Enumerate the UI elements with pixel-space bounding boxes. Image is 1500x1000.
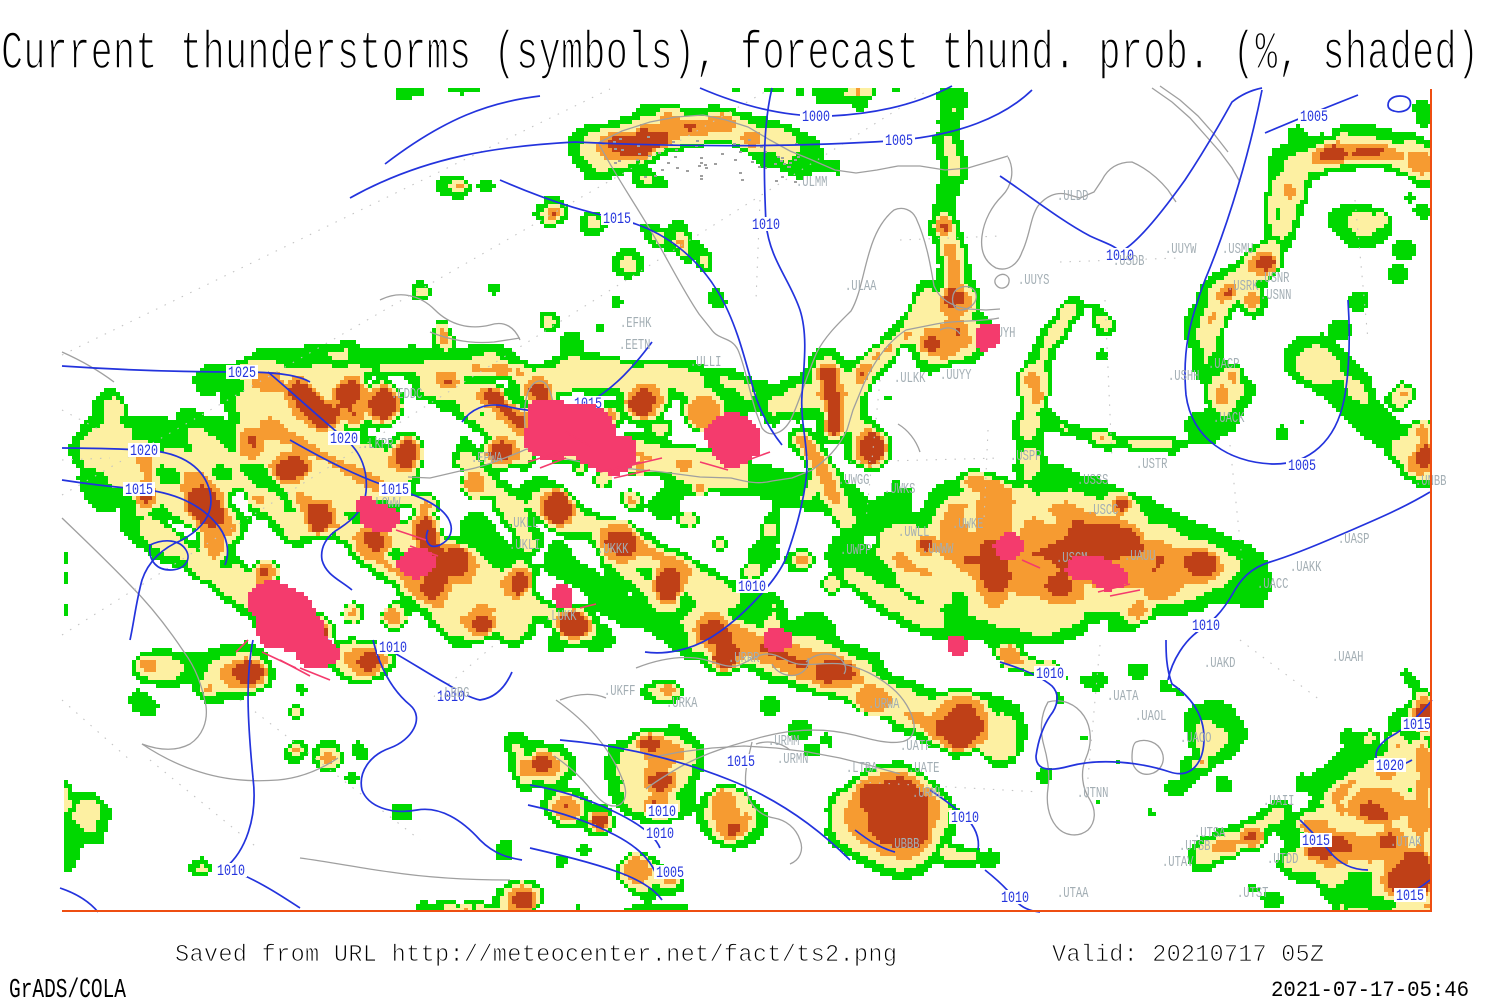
svg-text:1005: 1005 [885,132,913,150]
svg-text:.UATA: .UATA [1107,687,1139,704]
svg-text:1005: 1005 [1300,108,1328,126]
svg-text:.UWLL: .UWLL [898,523,929,540]
svg-text:.UTAK: .UTAK [1390,833,1422,850]
svg-text:.LUKK: .LUKK [545,607,577,624]
svg-text:.URMM: .URMM [768,732,799,749]
svg-text:.ULKK: .ULKK [894,369,926,386]
svg-text:.UTAA: .UTAA [1057,884,1089,901]
svg-text:1020: 1020 [130,442,158,460]
svg-text:.UUYY: .UUYY [940,366,972,383]
svg-text:.UAII: .UAII [1263,792,1294,809]
svg-text:.UAKD: .UAKD [1204,654,1236,671]
svg-text:1015: 1015 [1396,887,1424,905]
svg-text:.USSS: .USSS [1077,471,1109,488]
svg-text:.UASP: .UASP [1338,530,1370,547]
svg-text:.UACK: .UACK [1213,409,1245,426]
svg-text:.UTDD: .UTDD [1267,850,1299,867]
svg-text:1010: 1010 [1106,247,1134,265]
svg-text:.EPWA: .EPWA [471,449,503,466]
svg-text:1010: 1010 [1001,889,1029,907]
svg-text:.ULDD: .ULDD [1057,187,1089,204]
svg-text:.ULLI: .ULLI [690,353,721,370]
svg-text:.UUYW: .UUYW [1165,240,1197,257]
svg-text:1005: 1005 [656,864,684,882]
svg-text:.UAKK: .UAKK [1290,558,1322,575]
svg-text:.LTBA: .LTBA [846,759,878,776]
svg-text:.UWGG: .UWGG [838,471,869,488]
svg-text:1020: 1020 [1376,757,1404,775]
svg-text:.LKPR: .LKPR [362,435,394,452]
svg-text:.UAOO: .UAOO [1180,729,1212,746]
svg-text:1005: 1005 [1288,457,1316,475]
svg-text:1000: 1000 [802,108,830,126]
svg-text:.UAAH: .UAAH [1332,648,1363,665]
svg-text:1015: 1015 [125,481,153,499]
svg-text:.USNN: .USNN [1260,286,1291,303]
svg-text:1010: 1010 [951,809,979,827]
svg-text:.UBBB: .UBBB [888,835,920,852]
svg-text:1015: 1015 [381,481,409,499]
svg-text:1010: 1010 [648,803,676,821]
svg-text:GrADS/COLA: GrADS/COLA [9,976,127,1000]
svg-text:.UUYS: .UUYS [1018,271,1050,288]
svg-text:.UKFF: .UKFF [604,682,635,699]
svg-text:.UKLL: .UKLL [507,514,538,531]
svg-text:.UTSA: .UTSA [1194,824,1226,841]
svg-text:1010: 1010 [437,688,465,706]
svg-text:.UATE: .UATE [908,759,940,776]
svg-text:1010: 1010 [217,862,245,880]
svg-text:.USMU: .USMU [1222,240,1253,257]
svg-text:1015: 1015 [603,210,631,228]
svg-text:1010: 1010 [1192,617,1220,635]
svg-text:.UKKK: .UKKK [597,540,629,557]
svg-text:.UWPP: .UWPP [840,541,872,558]
svg-text:.UATF: .UATF [900,737,931,754]
svg-text:.USNR: .USNR [1258,269,1290,286]
svg-text:.ULAA: .ULAA [845,277,877,294]
svg-text:1010: 1010 [646,825,674,843]
svg-text:.UTST: .UTST [1237,884,1269,901]
svg-text:.USTR: .USTR [1136,455,1168,472]
svg-text:.UTSB: .UTSB [1179,837,1211,854]
svg-text:Current thunderstorms (symbols: Current thunderstorms (symbols), forecas… [1,24,1479,85]
svg-text:.EFHK: .EFHK [620,314,652,331]
svg-text:1010: 1010 [752,216,780,234]
svg-text:.ULMM: .ULMM [796,173,827,190]
svg-text:.UAUU: .UAUU [1124,547,1155,564]
svg-text:.URML: .URML [912,784,943,801]
svg-text:.LBBG: .LBBG [438,684,469,701]
svg-text:.URMN: .URMN [777,750,808,767]
svg-text:1010: 1010 [379,639,407,657]
svg-text:.USCC: .USCC [1087,501,1119,518]
svg-text:.EETN: .EETN [619,336,650,353]
svg-text:1015: 1015 [1403,716,1431,734]
svg-text:.UTAV: .UTAV [1162,853,1194,870]
svg-text:.UWKE: .UWKE [952,515,984,532]
svg-text:.UAOL: .UAOL [1135,707,1166,724]
svg-text:.URRR: .URRR [728,649,760,666]
svg-text:.URWA: .URWA [868,695,900,712]
svg-text:.UWKS: .UWKS [884,480,916,497]
svg-text:.USRK: .USRK [1227,277,1259,294]
svg-text:.UWWW: .UWWW [922,540,954,557]
svg-text:1020: 1020 [330,430,358,448]
svg-text:.USPP: .USPP [1010,447,1042,464]
svg-text:Valid: 20210717 05Z: Valid: 20210717 05Z [1052,942,1324,969]
svg-text:.USDB: .USDB [1113,252,1145,269]
svg-text:1010: 1010 [738,578,766,596]
svg-text:1025: 1025 [228,364,256,382]
svg-text:Saved from URL http://meteocen: Saved from URL http://meteocenter.net/fa… [175,942,897,969]
svg-text:.UTNN: .UTNN [1077,784,1108,801]
svg-text:.USHH: .USHH [1168,367,1199,384]
svg-text:1010: 1010 [1036,665,1064,683]
svg-text:2021-07-17-05:46: 2021-07-17-05:46 [1271,978,1469,1000]
svg-text:1015: 1015 [1302,832,1330,850]
svg-text:.URKA: .URKA [666,694,698,711]
svg-text:1015: 1015 [727,753,755,771]
svg-text:.UACP: .UACP [1208,355,1240,372]
svg-text:.UKLI: .UKLI [509,536,540,553]
svg-text:.EDDC: .EDDC [391,385,423,402]
svg-text:.UACC: .UACC [1257,575,1289,592]
